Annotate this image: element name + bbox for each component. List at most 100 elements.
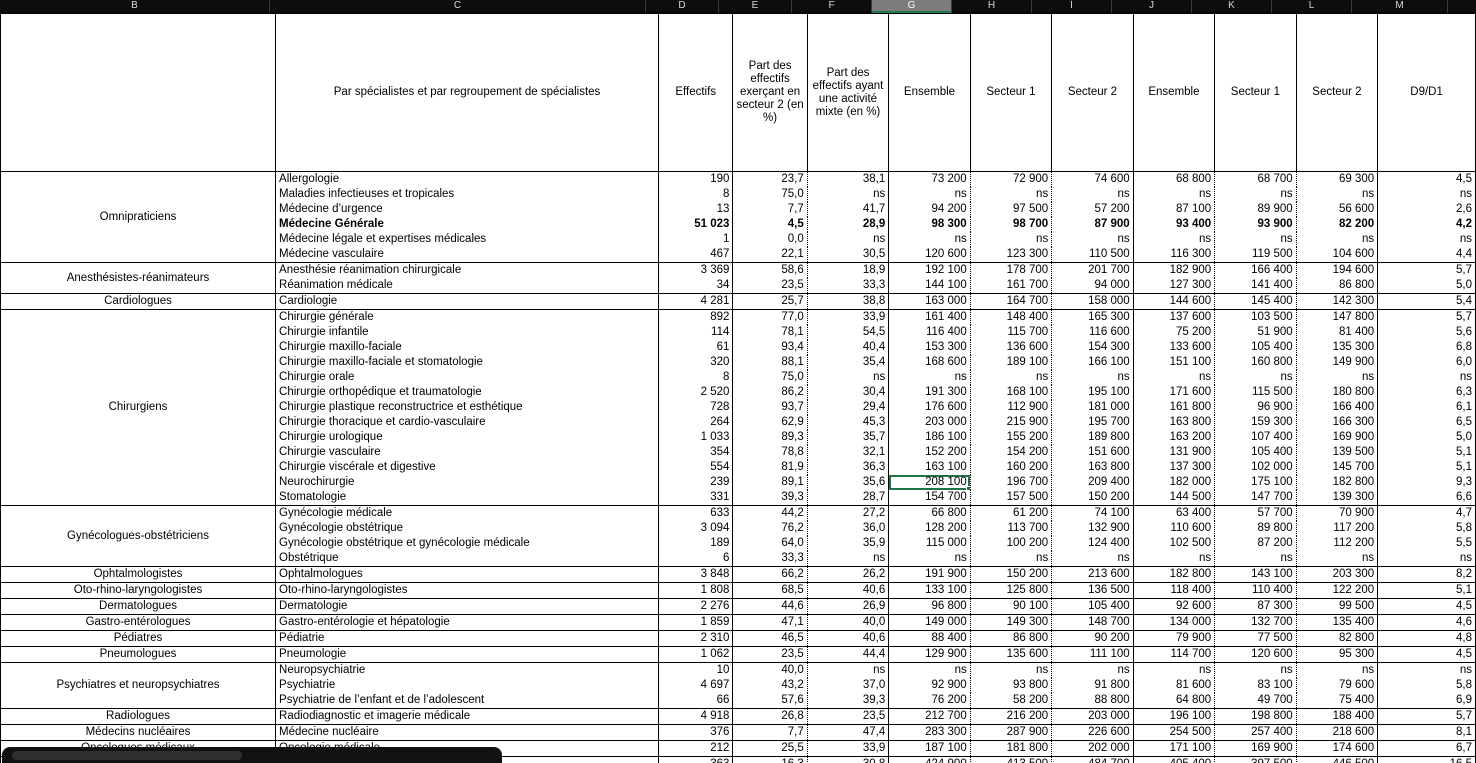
cell-g1-ensemble[interactable]: 186 100	[925, 431, 967, 443]
cell-g2-secteur2[interactable]: 139 300	[1295, 490, 1379, 506]
cell-part-secteur2[interactable]: 22,1	[732, 247, 808, 263]
cell-part-secteur2[interactable]: 7,7	[787, 203, 804, 215]
cell-g1-secteur1[interactable]: 98 700	[969, 217, 1052, 232]
column-header-l[interactable]: L	[1272, 0, 1352, 13]
cell-g1-secteur1[interactable]: 112 900	[969, 400, 1052, 415]
cell-g1-ensemble[interactable]: 98 300	[931, 218, 967, 230]
cell-part-mixte[interactable]: 28,7	[806, 490, 890, 506]
cell-g2-secteur1[interactable]: 93 900	[1214, 217, 1297, 232]
cell-effectifs[interactable]: 376	[658, 724, 734, 741]
cell-effectifs[interactable]: 363	[658, 756, 734, 763]
cell-part-mixte[interactable]: 33,9	[806, 740, 890, 757]
cell-g1-secteur2[interactable]: 154 300	[1051, 340, 1134, 355]
cell-d9d1[interactable]: 5,1	[1377, 582, 1476, 599]
cell-effectifs[interactable]: 10	[658, 662, 734, 678]
cell-g2-secteur1[interactable]: ns	[1214, 187, 1297, 202]
cell-g1-ensemble[interactable]: 133 100	[888, 582, 971, 599]
cell-g2-ensemble[interactable]: 137 600	[1169, 311, 1212, 323]
cell-part-mixte[interactable]: 30,4	[806, 385, 890, 400]
cell-g2-ensemble[interactable]: 182 000	[1169, 476, 1212, 488]
cell-g2-ensemble[interactable]: 116 300	[1133, 247, 1215, 263]
header-cell-d9d1[interactable]: D9/D1	[1377, 13, 1476, 172]
cell-part-secteur2[interactable]: 43,2	[781, 679, 804, 691]
table-row[interactable]: Psychiatrie 4 697 43,2 37,0 92 900 93 800 91 8…	[1, 678, 1476, 693]
group-label-cell[interactable]: Radiologues	[0, 708, 277, 725]
cell-g1-secteur1[interactable]: 157 500	[969, 490, 1052, 506]
cell-g1-secteur2[interactable]: 209 400	[1051, 475, 1134, 490]
specialty-label-cell[interactable]: Stomatologie	[275, 490, 660, 506]
cell-part-mixte[interactable]: 35,9	[806, 536, 890, 551]
cell-g1-ensemble[interactable]: 187 100	[888, 740, 971, 757]
cell-part-secteur2[interactable]: 75,0	[781, 371, 804, 383]
table-row[interactable]: Médecine vasculaire 467 22,1 30,5 120 600 123…	[1, 247, 1476, 263]
group-label-cell[interactable]: Psychiatres et neuropsychiatres	[0, 662, 277, 709]
column-header-e[interactable]: E	[719, 0, 792, 13]
cell-part-mixte[interactable]: 41,7	[806, 202, 890, 217]
table-row[interactable]: Ophtalmologistes Ophtalmologues 3 848 66,2 2…	[0, 566, 1476, 583]
cell-g2-secteur2[interactable]: 188 400	[1295, 708, 1379, 725]
table-row[interactable]: Médecine Générale 51 023 4,5 28,9 98 300 98 7…	[1, 217, 1476, 232]
cell-g1-secteur2[interactable]: 124 400	[1051, 536, 1134, 551]
cell-g1-secteur1[interactable]: 61 200	[969, 505, 1052, 521]
cell-g2-secteur1[interactable]: 147 700	[1214, 490, 1297, 506]
specialty-label-cell[interactable]: Chirurgie infantile	[275, 325, 660, 340]
specialty-label-cell[interactable]: Médecine d’urgence	[275, 202, 660, 217]
cell-d9d1[interactable]: 5,5	[1377, 536, 1476, 551]
cell-g2-secteur2[interactable]: 70 900	[1295, 505, 1379, 521]
cell-g1-secteur2[interactable]: 158 000	[1051, 293, 1134, 310]
cell-g1-secteur2[interactable]: 136 500	[1051, 582, 1134, 599]
specialty-label-cell[interactable]: Dermatologie	[275, 598, 660, 615]
cell-part-secteur2[interactable]: 25,5	[732, 740, 808, 757]
cell-part-mixte[interactable]: 26,9	[806, 598, 890, 615]
cell-part-secteur2[interactable]: 78,8	[781, 446, 804, 458]
specialty-label-cell[interactable]: Gynécologie obstétrique et gynécologie m…	[275, 536, 660, 551]
group-label-cell[interactable]: Ophtalmologistes	[0, 566, 277, 583]
group-label-cell[interactable]: Gastro-entérologues	[0, 614, 277, 631]
cell-g1-ensemble[interactable]: 191 900	[888, 566, 971, 583]
cell-g2-secteur2[interactable]: 194 600	[1295, 262, 1379, 278]
cell-d9d1[interactable]: 4,8	[1377, 630, 1476, 647]
group-label-cell[interactable]: Pédiatres	[0, 630, 277, 647]
cell-g2-secteur2[interactable]: 142 300	[1295, 293, 1379, 310]
cell-g2-ensemble[interactable]: 127 300	[1133, 278, 1215, 294]
cell-g2-secteur1[interactable]: 87 300	[1214, 598, 1297, 615]
table-row[interactable]: Chirurgie maxillo-faciale 61 93,4 40,4 153 3…	[1, 340, 1476, 355]
cell-effectifs[interactable]: 212	[658, 740, 734, 757]
cell-g2-ensemble[interactable]: 151 100	[1169, 356, 1212, 368]
cell-d9d1[interactable]: 2,6	[1377, 202, 1476, 217]
table-row[interactable]: Cardiologues Cardiologie 4 281 25,7 38,8 163 …	[0, 293, 1476, 310]
specialty-label-cell[interactable]: Pédiatrie	[275, 630, 660, 647]
specialty-label-cell[interactable]: Chirurgie thoracique et cardio-vasculair…	[275, 415, 660, 430]
cell-g2-secteur1[interactable]: 141 400	[1214, 278, 1297, 294]
cell-part-secteur2[interactable]: 57,6	[732, 693, 808, 709]
cell-effectifs[interactable]: 1	[658, 232, 734, 247]
group-label-cell[interactable]: Gynécologues-obstétriciens	[0, 505, 277, 567]
cell-part-secteur2[interactable]: 93,4	[781, 341, 804, 353]
cell-g1-secteur2[interactable]: 132 900	[1051, 521, 1134, 536]
cell-g2-ensemble[interactable]: 102 500	[1169, 537, 1212, 549]
cell-g1-secteur2[interactable]: 202 000	[1051, 740, 1134, 757]
cell-d9d1[interactable]: 4,7	[1377, 505, 1476, 521]
cell-g2-ensemble[interactable]: 137 300	[1169, 461, 1212, 473]
cell-g2-secteur1[interactable]: 169 900	[1214, 740, 1297, 757]
cell-g1-ensemble[interactable]: 154 700	[888, 490, 971, 506]
cell-g2-secteur1[interactable]: 77 500	[1214, 630, 1297, 647]
specialty-label-cell[interactable]: Radiodiagnostic et imagerie médicale	[275, 708, 660, 725]
cell-part-mixte[interactable]: 30,5	[806, 247, 890, 263]
cell-g1-ensemble[interactable]: 191 300	[925, 386, 967, 398]
cell-d9d1[interactable]: 8,2	[1377, 566, 1476, 583]
cell-effectifs[interactable]: 892	[658, 309, 734, 325]
cell-g1-secteur2[interactable]: 148 700	[1051, 614, 1134, 631]
specialty-label-cell[interactable]: Oto-rhino-laryngologistes	[275, 582, 660, 599]
cell-g1-secteur2[interactable]: 165 300	[1051, 309, 1134, 325]
cell-g2-ensemble[interactable]: 93 400	[1175, 218, 1212, 230]
cell-part-secteur2[interactable]: 39,3	[732, 490, 808, 506]
table-row[interactable]: Chirurgie maxillo-faciale et stomatologi…	[1, 355, 1476, 370]
cell-g2-secteur2[interactable]: 145 700	[1295, 460, 1379, 475]
cell-g1-secteur1[interactable]: 413 500	[969, 756, 1052, 763]
cell-g1-secteur2[interactable]: 110 500	[1051, 247, 1134, 263]
table-row[interactable]: Maladies infectieuses et tropicales 8 75,0…	[1, 187, 1476, 202]
cell-g1-secteur2[interactable]: 150 200	[1051, 490, 1134, 506]
specialty-label-cell[interactable]: Psychiatrie	[275, 678, 660, 693]
cell-g2-ensemble[interactable]: 182 900	[1169, 264, 1212, 276]
